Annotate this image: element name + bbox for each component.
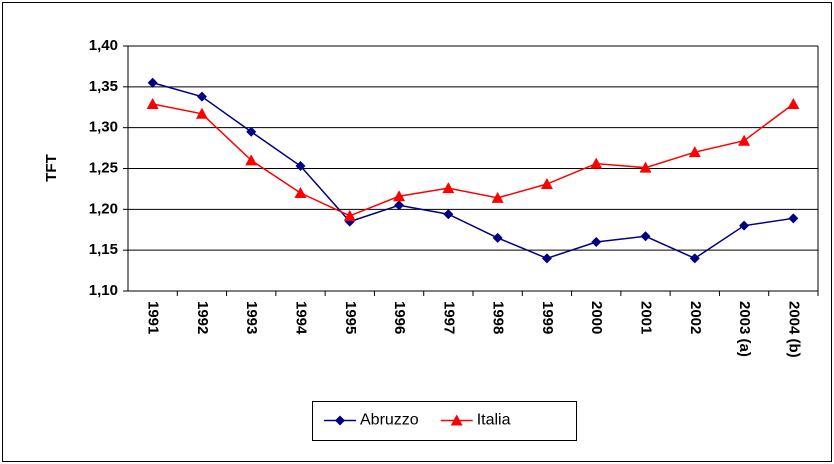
data-point [343,209,356,221]
legend-marker [335,415,345,426]
data-point [195,107,208,119]
x-tick-label: 2004 (b) [785,301,802,358]
data-point [788,213,799,224]
x-tick-label: 1999 [539,301,556,334]
data-point [147,77,158,88]
data-point [639,161,652,173]
data-point [640,231,651,242]
y-tick-label: 1,30 [89,119,118,136]
data-point [245,154,258,166]
x-tick-label: 2002 [687,301,704,334]
y-tick-label: 1,40 [89,37,118,54]
data-point [591,237,602,247]
data-point [491,191,504,203]
data-point [294,187,307,198]
data-point [442,182,455,194]
y-tick-label: 1,10 [89,282,118,299]
data-point [246,126,257,137]
x-tick-label: 2000 [588,301,605,334]
x-tick-label: 1996 [391,301,408,334]
x-tick-label: 1995 [342,301,359,334]
data-point [689,253,700,264]
x-tick-label: 1997 [440,301,457,334]
x-tick-label: 2003 (a) [736,301,753,357]
legend-label: Italia [477,412,511,429]
x-tick-label: 1994 [293,301,310,335]
data-point [492,232,503,243]
data-point [540,178,553,190]
data-point [590,157,603,169]
data-point [541,253,552,264]
y-tick-label: 1,25 [89,159,118,176]
data-point [393,190,406,202]
legend-label: Abruzzo [360,412,419,429]
data-point [739,220,750,231]
data-point [394,200,405,211]
x-tick-label: 1991 [145,301,162,334]
data-point [443,209,454,220]
data-point [688,146,701,158]
y-axis-label: TFT [43,154,60,182]
x-tick-label: 2001 [638,301,655,334]
legend-marker [450,414,463,426]
data-point [295,161,306,172]
data-point [738,134,751,146]
data-point [787,97,800,109]
x-tick-label: 1998 [490,301,507,334]
x-tick-label: 1992 [194,301,211,334]
x-tick-label: 1993 [243,301,260,334]
data-point [196,91,207,102]
y-tick-label: 1,35 [89,78,118,95]
data-point [146,97,159,109]
y-tick-label: 1,20 [89,200,118,217]
y-tick-label: 1,15 [89,241,118,258]
series-line [152,82,794,260]
series-line [152,103,794,217]
